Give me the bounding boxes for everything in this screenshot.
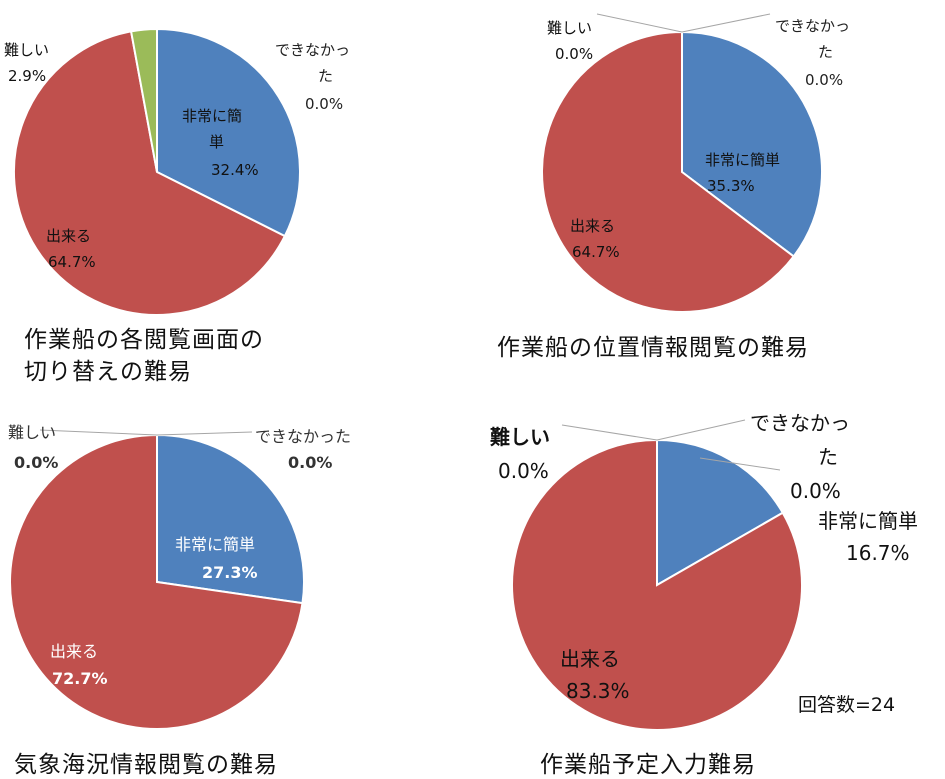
pie-4-slice-1	[656, 438, 785, 587]
pie-4-percent-4: 0.0%	[790, 479, 841, 503]
caption-3: 気象海況情報閲覧の難易	[14, 752, 278, 778]
pie-1-label-1-line-2: 単	[209, 133, 224, 151]
pie-1-percent-3: 2.9%	[8, 67, 46, 85]
pie-2-percent-2: 64.7%	[572, 243, 620, 261]
pie-3-leader-4	[156, 431, 253, 436]
pie-4-percent-1: 16.7%	[846, 541, 910, 565]
pie-2-slice-1	[681, 30, 823, 258]
pie-2-label-2: 出来る	[570, 217, 615, 235]
pie-4-label-2: 出来る	[560, 647, 620, 671]
pie-4-leader-4	[656, 419, 746, 441]
pie-2-label-4-line-2: た	[818, 43, 833, 61]
pie-1-slice-3	[129, 27, 158, 173]
pie-3-label-2: 出来る	[50, 642, 98, 661]
pie-2-label-4-line-1: できなかっ	[775, 17, 850, 35]
pie-1-label-2: 出来る	[46, 227, 91, 245]
pie-4-leader-b-4	[699, 457, 781, 471]
pie-3-percent-4: 0.0%	[288, 453, 332, 472]
pie-2-slice-2	[541, 30, 796, 313]
pie-2-label-1: 非常に簡単	[705, 151, 780, 169]
pie-4-label-3: 難しい	[490, 425, 550, 449]
pie-4-leader-3	[561, 424, 658, 441]
pie-2-percent-4: 0.0%	[805, 71, 843, 89]
pie-3-percent-3: 0.0%	[14, 453, 58, 472]
pie-1-label-4-line-2: た	[318, 67, 333, 85]
pie-1-percent-2: 64.7%	[48, 253, 96, 271]
pie-4-slice-2	[511, 438, 803, 731]
pie-2-percent-3: 0.0%	[555, 45, 593, 63]
pie-1-label-4-line-1: できなかっ	[275, 41, 350, 59]
pie-1-label-1-line-1: 非常に簡	[182, 107, 242, 125]
caption-1-line-2: 切り替えの難易	[24, 359, 192, 385]
pie-1-slice-1	[156, 27, 301, 238]
pie-3-slice-2	[9, 433, 304, 730]
caption-4: 作業船予定入力難易	[540, 752, 756, 778]
pie-2-leader-3	[596, 13, 683, 33]
pie-1-percent-1: 32.4%	[211, 161, 259, 179]
pie-3-leader-3	[39, 429, 158, 436]
pie-4-percent-2: 83.3%	[566, 679, 630, 703]
pie-3-percent-2: 72.7%	[52, 669, 108, 688]
pie-1-percent-4: 0.0%	[305, 95, 343, 113]
pie-1-slice-2	[13, 30, 287, 317]
pie-2-leader-4	[681, 13, 771, 33]
pie-2-percent-1: 35.3%	[707, 177, 755, 195]
pie-3-slice-1	[156, 433, 305, 605]
response-count: 回答数=24	[798, 694, 896, 716]
pie-4-label-4-line-1: できなかっ	[750, 411, 850, 435]
pie-4-label-1: 非常に簡単	[818, 509, 918, 533]
pie-1-label-3: 難しい	[4, 41, 49, 59]
caption-2: 作業船の位置情報閲覧の難易	[497, 335, 809, 361]
caption-1-line-1: 作業船の各閲覧画面の	[24, 327, 264, 353]
pie-3-label-1: 非常に簡単	[175, 535, 255, 554]
pie-3-label-3: 難しい	[8, 423, 56, 442]
pie-4-percent-3: 0.0%	[498, 459, 549, 483]
pie-3-percent-1: 27.3%	[202, 563, 258, 582]
pie-2-label-3: 難しい	[547, 19, 592, 37]
pie-4-label-4-line-2: た	[818, 445, 838, 469]
pie-3-label-4: できなかった	[255, 427, 351, 446]
